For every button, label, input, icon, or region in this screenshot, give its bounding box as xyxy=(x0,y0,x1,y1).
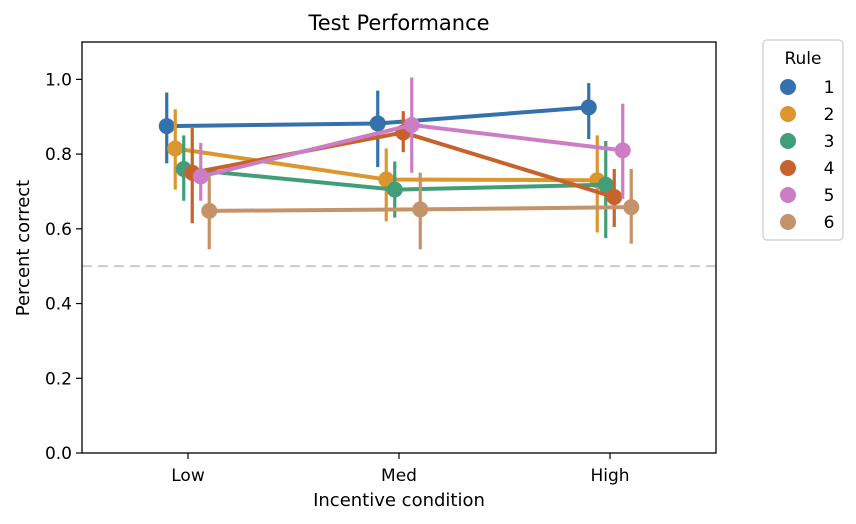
series-rule-1 xyxy=(158,83,597,168)
data-point xyxy=(606,189,623,206)
legend-marker xyxy=(780,187,796,203)
data-point xyxy=(158,118,175,135)
x-tick-label: Low xyxy=(171,466,205,486)
legend-title: Rule xyxy=(784,49,821,69)
y-axis-label: Percent correct xyxy=(13,180,34,316)
legend-marker xyxy=(780,79,796,95)
legend-label: 5 xyxy=(824,186,835,206)
y-tick-label: 0.0 xyxy=(45,444,72,464)
x-axis: Low Med High xyxy=(171,453,630,486)
y-tick-label: 0.8 xyxy=(45,145,72,165)
data-point xyxy=(580,99,597,116)
legend-marker xyxy=(780,106,796,122)
data-point xyxy=(403,116,420,133)
x-tick-label: Med xyxy=(381,466,417,486)
data-point xyxy=(192,168,209,185)
data-point xyxy=(597,176,614,193)
legend-marker xyxy=(780,133,796,149)
series-rule-4 xyxy=(184,111,623,227)
data-point xyxy=(386,181,403,198)
legend-label: 6 xyxy=(824,213,835,233)
data-point xyxy=(201,202,218,219)
series-layer xyxy=(158,77,640,250)
y-tick-label: 1.0 xyxy=(45,70,72,90)
legend-label: 4 xyxy=(824,159,835,179)
data-point xyxy=(167,140,184,157)
y-axis: 0.0 0.2 0.4 0.6 0.8 1.0 xyxy=(45,70,82,464)
series-rule-3 xyxy=(175,135,614,239)
data-point xyxy=(623,199,640,216)
x-tick-label: High xyxy=(590,466,629,486)
series-rule-5 xyxy=(192,77,631,201)
legend-marker xyxy=(780,160,796,176)
chart-title: Test Performance xyxy=(307,11,489,35)
y-tick-label: 0.6 xyxy=(45,220,72,240)
legend-label: 3 xyxy=(824,132,835,152)
legend-label: 2 xyxy=(824,105,835,125)
data-point xyxy=(369,115,386,132)
legend-label: 1 xyxy=(824,78,835,98)
y-tick-label: 0.2 xyxy=(45,369,72,389)
y-tick-label: 0.4 xyxy=(45,295,72,315)
data-point xyxy=(412,201,429,218)
legend-marker xyxy=(780,214,796,230)
data-point xyxy=(614,142,631,159)
legend-items: 1 2 3 4 5 6 xyxy=(780,78,834,233)
legend: Rule 1 2 3 4 5 6 xyxy=(762,39,844,241)
series-rule-2 xyxy=(167,109,606,233)
x-axis-label: Incentive condition xyxy=(313,490,485,511)
series-rule-6 xyxy=(201,169,640,250)
